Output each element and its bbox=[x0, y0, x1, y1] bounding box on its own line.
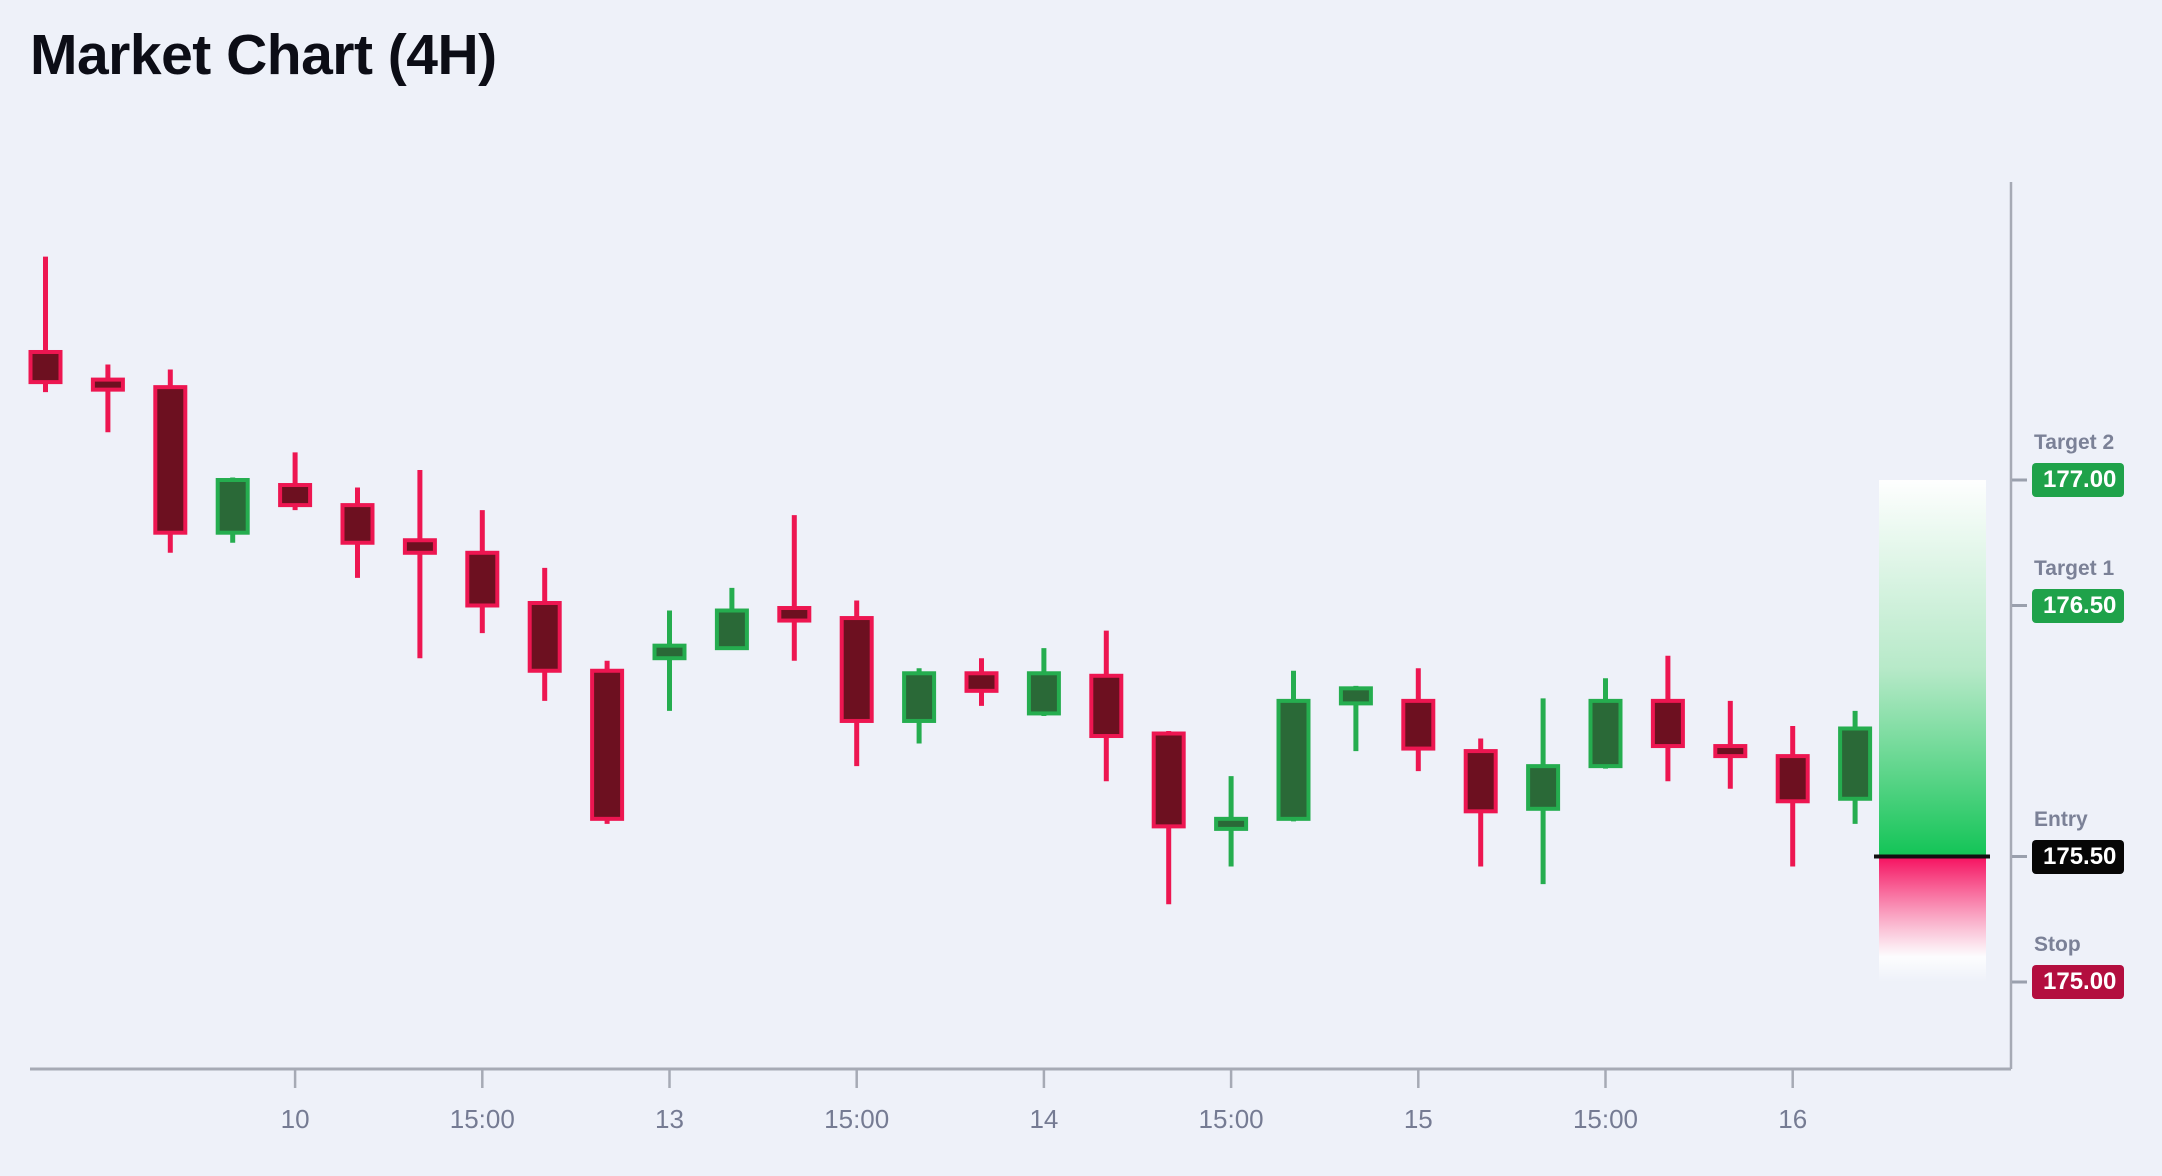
page-title: Market Chart (4H) bbox=[30, 23, 497, 87]
candle-body[interactable] bbox=[1214, 816, 1249, 831]
level-price-badge-stop: 175.00 bbox=[2032, 965, 2124, 999]
level-price-badge-target-2: 177.00 bbox=[2032, 463, 2124, 497]
candle-body[interactable] bbox=[1276, 698, 1311, 821]
x-axis-label: 15:00 bbox=[1199, 1104, 1264, 1134]
candle-body[interactable] bbox=[153, 385, 188, 535]
candle-body[interactable] bbox=[90, 377, 125, 392]
level-label-entry: Entry bbox=[2034, 807, 2088, 831]
x-axis-label: 10 bbox=[281, 1104, 310, 1134]
level-label-target-1: Target 1 bbox=[2034, 556, 2115, 580]
profit-zone bbox=[1879, 480, 1986, 857]
candle-body[interactable] bbox=[1775, 754, 1810, 804]
candle-body[interactable] bbox=[964, 671, 999, 693]
x-axis-label: 15:00 bbox=[450, 1104, 515, 1134]
candle-body[interactable] bbox=[1588, 698, 1623, 769]
candle-body[interactable] bbox=[1338, 686, 1373, 706]
candle-body[interactable] bbox=[652, 643, 687, 661]
candle-body[interactable] bbox=[839, 616, 874, 723]
loss-zone bbox=[1879, 856, 1986, 982]
candle-body[interactable] bbox=[1401, 698, 1436, 751]
candle-body[interactable] bbox=[527, 600, 562, 673]
x-axis-label: 15:00 bbox=[824, 1104, 889, 1134]
candle-body[interactable] bbox=[215, 478, 250, 535]
candle-body[interactable] bbox=[902, 671, 937, 723]
candle-body[interactable] bbox=[402, 538, 437, 555]
level-price-badge-entry: 175.50 bbox=[2032, 839, 2124, 874]
level-price-badge-target-1: 176.50 bbox=[2032, 588, 2124, 623]
candle-body[interactable] bbox=[1713, 744, 1748, 759]
candle-body[interactable] bbox=[1026, 671, 1061, 716]
candle-body[interactable] bbox=[1838, 726, 1873, 801]
candle-body[interactable] bbox=[1650, 698, 1685, 749]
level-label-target-2: Target 2 bbox=[2034, 431, 2115, 454]
candle-body[interactable] bbox=[1463, 749, 1498, 814]
candle-body[interactable] bbox=[340, 503, 375, 545]
candle-body[interactable] bbox=[465, 550, 500, 608]
candle-body[interactable] bbox=[1151, 731, 1186, 829]
x-axis-label: 13 bbox=[655, 1104, 684, 1134]
x-axis-label: 14 bbox=[1029, 1104, 1058, 1134]
candle-body[interactable] bbox=[1089, 673, 1124, 739]
candle-body[interactable] bbox=[278, 483, 313, 508]
candle-body[interactable] bbox=[714, 608, 749, 651]
candle-body[interactable] bbox=[590, 668, 625, 821]
level-label-stop: Stop bbox=[2034, 933, 2081, 956]
candle-body[interactable] bbox=[1526, 764, 1561, 811]
x-axis-label: 15 bbox=[1404, 1104, 1433, 1134]
x-axis-label: 16 bbox=[1778, 1104, 1807, 1134]
candle-body[interactable] bbox=[777, 606, 812, 623]
x-axis-label: 15:00 bbox=[1573, 1104, 1638, 1134]
candle-body[interactable] bbox=[28, 349, 63, 385]
